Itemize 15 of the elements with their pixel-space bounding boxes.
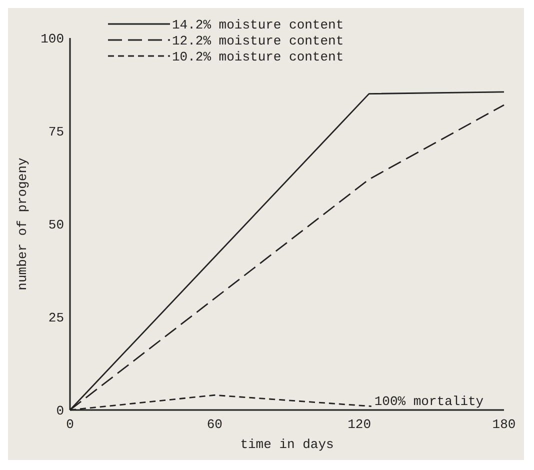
x-tick-label: 120 (348, 417, 372, 432)
y-tick-label: 100 (40, 32, 64, 47)
y-tick-label: 50 (48, 218, 64, 233)
legend-label: 10.2% moisture content (172, 50, 344, 65)
x-tick-label: 0 (66, 417, 74, 432)
x-axis-title: time in days (240, 437, 334, 452)
annotation: 100% mortality (374, 394, 484, 409)
y-tick-label: 0 (56, 404, 64, 419)
y-tick-label: 25 (48, 310, 64, 326)
y-axis-title: number of progeny (15, 157, 30, 290)
y-tick-label: 75 (48, 124, 64, 140)
legend-label: 12.2% moisture content (172, 34, 344, 49)
x-tick-label: 60 (206, 417, 222, 432)
x-tick-label: 180 (492, 417, 516, 432)
legend-label: 14.2% moisture content (172, 18, 344, 33)
